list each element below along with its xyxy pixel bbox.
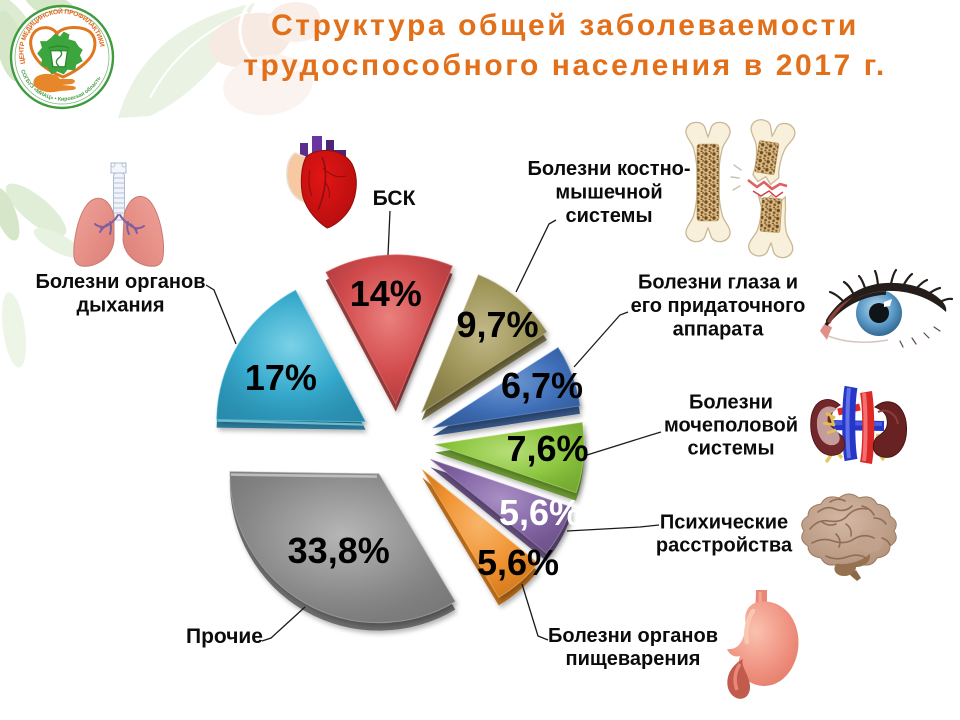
svg-text:17%: 17%	[245, 357, 317, 398]
svg-text:Болезни органов: Болезни органов	[548, 625, 718, 647]
svg-text:Болезни глаза и: Болезни глаза и	[638, 272, 798, 294]
svg-text:системы: системы	[565, 205, 652, 227]
svg-text:33,8%: 33,8%	[288, 530, 390, 571]
svg-text:7,6%: 7,6%	[506, 428, 588, 469]
svg-text:6,7%: 6,7%	[501, 365, 583, 406]
svg-text:системы: системы	[687, 438, 774, 460]
svg-text:БСК: БСК	[373, 187, 416, 210]
svg-text:5,6%: 5,6%	[499, 492, 581, 533]
svg-text:14%: 14%	[350, 273, 422, 314]
svg-text:мочеполовой: мочеполовой	[664, 415, 798, 437]
svg-text:расстройства: расстройства	[656, 535, 793, 557]
svg-text:Болезни органов: Болезни органов	[35, 271, 205, 293]
svg-text:Прочие: Прочие	[186, 625, 263, 648]
svg-text:мышечной: мышечной	[555, 182, 662, 204]
svg-text:его придаточного: его придаточного	[631, 295, 806, 317]
svg-text:Болезни: Болезни	[689, 392, 773, 414]
svg-text:пищеварения: пищеварения	[566, 648, 701, 670]
svg-text:9,7%: 9,7%	[456, 304, 538, 345]
svg-text:Болезни костно-: Болезни костно-	[527, 158, 690, 180]
svg-text:Психические: Психические	[660, 512, 788, 534]
svg-text:дыхания: дыхания	[76, 295, 164, 317]
svg-text:5,6%: 5,6%	[477, 542, 559, 583]
svg-text:аппарата: аппарата	[673, 319, 765, 341]
